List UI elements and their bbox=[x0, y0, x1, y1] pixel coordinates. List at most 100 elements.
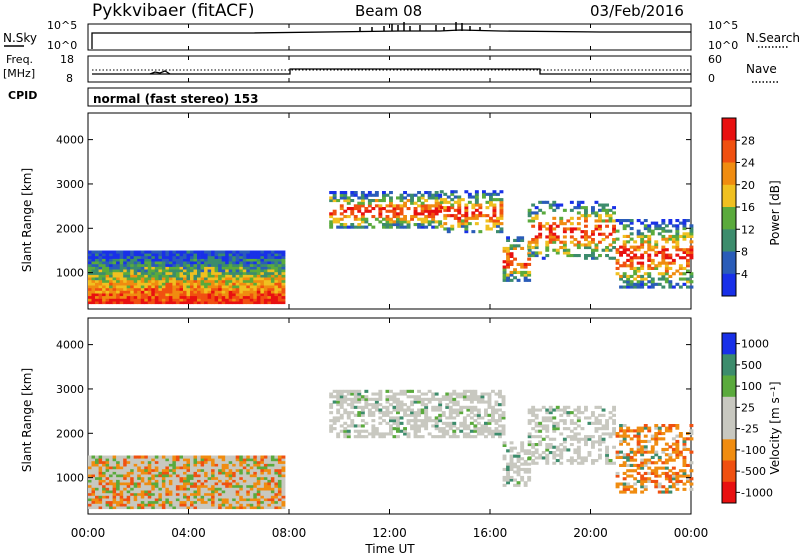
velocity-y-label: Slant Range [km] bbox=[20, 368, 34, 472]
power-cell bbox=[633, 253, 638, 257]
power-cell bbox=[175, 298, 180, 302]
velocity-cell bbox=[200, 482, 205, 486]
nave-tick-top: 60 bbox=[708, 53, 722, 66]
power-cell bbox=[246, 261, 251, 265]
velocity-cell bbox=[207, 500, 212, 504]
velocity-cell bbox=[218, 471, 222, 475]
power-cell bbox=[183, 285, 187, 289]
power-cell bbox=[499, 190, 504, 194]
velocity-cell bbox=[281, 503, 286, 507]
power-cell bbox=[214, 255, 219, 259]
power-cell bbox=[640, 232, 645, 236]
power-cell bbox=[190, 287, 194, 291]
power-cell bbox=[95, 279, 99, 283]
power-cell bbox=[640, 282, 645, 286]
power-cell bbox=[165, 258, 170, 262]
power-cell bbox=[689, 227, 694, 231]
x-tick-label: 16:00 bbox=[473, 526, 508, 540]
power-cell bbox=[439, 200, 444, 204]
velocity-cell bbox=[140, 474, 145, 478]
velocity-cell bbox=[626, 453, 631, 457]
power-cell bbox=[392, 209, 397, 213]
power-cell bbox=[239, 274, 244, 278]
velocity-cell bbox=[640, 466, 645, 470]
power-cell bbox=[520, 273, 525, 277]
power-cell bbox=[622, 224, 627, 228]
velocity-cell bbox=[469, 392, 474, 396]
velocity-cell bbox=[675, 439, 680, 443]
velocity-cell bbox=[239, 490, 244, 494]
power-cell bbox=[221, 255, 226, 259]
power-cell bbox=[622, 240, 627, 244]
velocity-cell bbox=[175, 455, 180, 459]
velocity-cell bbox=[98, 506, 103, 510]
power-cell bbox=[277, 293, 282, 297]
power-cell bbox=[464, 224, 469, 228]
velocity-cell bbox=[277, 484, 282, 488]
power-cell bbox=[453, 195, 458, 199]
power-cell bbox=[130, 271, 135, 275]
velocity-cell bbox=[246, 503, 251, 507]
power-cell bbox=[594, 256, 599, 260]
power-cell bbox=[629, 256, 634, 260]
power-cell bbox=[161, 255, 166, 259]
velocity-cell bbox=[605, 421, 609, 425]
power-cell bbox=[489, 227, 493, 231]
velocity-cell bbox=[270, 463, 275, 467]
velocity-cell bbox=[392, 435, 397, 439]
velocity-cell bbox=[165, 474, 170, 478]
velocity-cell bbox=[559, 451, 564, 455]
velocity-cell bbox=[378, 389, 383, 393]
velocity-cell bbox=[190, 474, 194, 478]
power-cell bbox=[239, 253, 244, 257]
power-cell bbox=[246, 295, 251, 299]
power-cell bbox=[225, 282, 230, 286]
power-cell bbox=[439, 198, 444, 202]
velocity-cell bbox=[417, 397, 421, 401]
power-cell bbox=[626, 219, 631, 223]
power-cell bbox=[643, 282, 648, 286]
velocity-cell bbox=[133, 463, 138, 467]
power-cell bbox=[256, 277, 261, 281]
velocity-cell bbox=[675, 447, 680, 451]
power-cell bbox=[98, 282, 103, 286]
power-cell bbox=[88, 277, 92, 281]
velocity-cell bbox=[455, 408, 460, 412]
power-cell bbox=[374, 191, 379, 195]
velocity-cell bbox=[95, 474, 99, 478]
velocity-cell bbox=[151, 487, 156, 491]
power-cell bbox=[654, 266, 659, 270]
velocity-cell bbox=[336, 400, 341, 404]
velocity-cell bbox=[133, 479, 138, 483]
velocity-cell bbox=[270, 500, 275, 504]
power-cell bbox=[629, 258, 634, 262]
velocity-cell bbox=[126, 463, 131, 467]
power-cell bbox=[246, 277, 251, 281]
power-cell bbox=[267, 255, 272, 259]
velocity-cell bbox=[102, 492, 106, 496]
power-cell bbox=[116, 279, 120, 283]
velocity-cell bbox=[413, 400, 418, 404]
power-cell bbox=[137, 301, 142, 305]
velocity-cell bbox=[116, 487, 120, 491]
velocity-cell bbox=[601, 408, 606, 412]
power-cell bbox=[95, 263, 99, 267]
power-cell bbox=[640, 240, 645, 244]
power-cell bbox=[144, 255, 149, 259]
velocity-cell bbox=[566, 435, 571, 439]
velocity-cell bbox=[270, 492, 275, 496]
power-cell bbox=[516, 278, 521, 282]
power-cell bbox=[605, 248, 609, 252]
power-cell bbox=[225, 271, 230, 275]
power-cell bbox=[154, 250, 159, 254]
power-cell bbox=[109, 279, 113, 283]
velocity-cell bbox=[123, 506, 128, 510]
power-cell bbox=[102, 287, 106, 291]
power-cell bbox=[668, 274, 673, 278]
power-cell bbox=[225, 250, 230, 254]
velocity-cell bbox=[165, 479, 170, 483]
power-cell bbox=[640, 261, 645, 265]
velocity-cell bbox=[168, 487, 173, 491]
power-cell bbox=[172, 290, 177, 294]
power-cell bbox=[640, 221, 645, 225]
